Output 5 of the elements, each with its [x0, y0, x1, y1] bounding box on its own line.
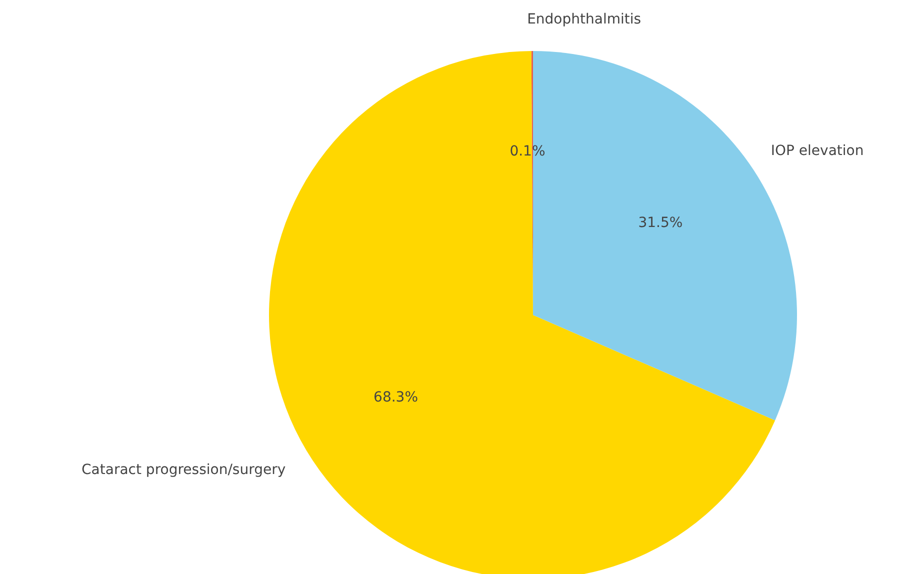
data-label: 68.3%	[374, 389, 418, 406]
slice-label: Endophthalmitis	[527, 12, 642, 28]
slice-label: Cataract progression/surgery	[82, 462, 286, 478]
slice-label: IOP elevation	[770, 142, 864, 159]
data-label: 31.5%	[638, 215, 683, 232]
